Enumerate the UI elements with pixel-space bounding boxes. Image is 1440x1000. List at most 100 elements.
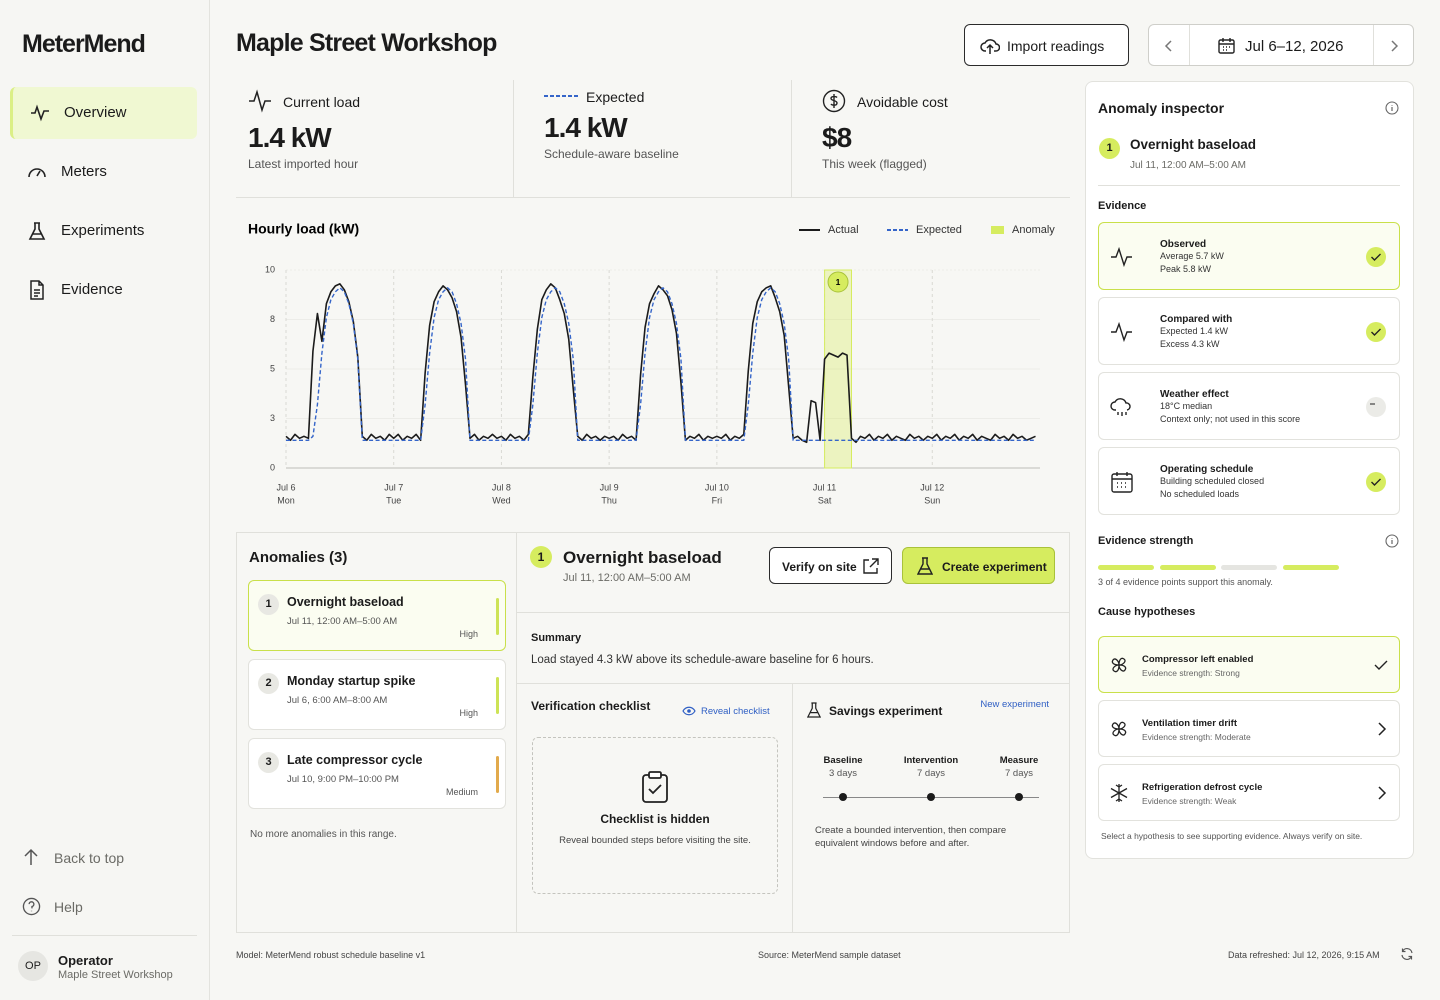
nav-item[interactable]: Meters xyxy=(10,146,197,198)
new-experiment[interactable]: New experiment xyxy=(980,699,1049,710)
anomaly-card[interactable]: 2 Monday startup spike Jul 6, 6:00 AM–8:00… xyxy=(248,659,506,730)
checklist-placeholder: Checklist is hidden Reveal bounded steps… xyxy=(532,737,778,894)
legend-label: Expected xyxy=(916,224,962,236)
next-button[interactable] xyxy=(1389,39,1399,53)
evidence-card[interactable]: Operating schedule Building scheduled clo… xyxy=(1098,447,1400,515)
kpi-note: This week (flagged) xyxy=(822,157,927,171)
x-tick-day: Mon xyxy=(277,495,295,505)
create-experiment-button[interactable]: Create experiment xyxy=(902,547,1055,584)
nav-item[interactable]: Overview xyxy=(10,87,197,139)
x-tick-label: Jul 11 xyxy=(813,482,836,492)
anomaly-severity: High xyxy=(459,708,478,718)
icon xyxy=(822,89,846,113)
evidence-line: Average 5.7 kW xyxy=(1160,251,1224,261)
icon xyxy=(544,95,578,97)
phase-length: 7 days xyxy=(917,768,945,779)
avatar: OP xyxy=(18,951,48,981)
anomaly-card[interactable]: 3 Late compressor cycle Jul 10, 9:00 PM–10… xyxy=(248,738,506,809)
help[interactable]: Help xyxy=(54,899,83,915)
x-tick-label: Jul 12 xyxy=(920,482,944,492)
x-tick-label: Jul 6 xyxy=(276,482,295,492)
anomaly-time: Jul 10, 9:00 PM–10:00 PM xyxy=(287,774,399,785)
series-line xyxy=(285,283,1036,444)
evidence-line: Peak 5.8 kW xyxy=(1160,263,1212,274)
evidence-card[interactable]: Compared with Expected 1.4 kW Excess 4.3 k… xyxy=(1098,297,1400,365)
anomaly-name: Late compressor cycle xyxy=(287,753,423,767)
info-icon[interactable] xyxy=(1385,101,1399,115)
anomaly-card[interactable]: 1 Overnight baseload Jul 11, 12:00 AM–5:00… xyxy=(248,580,506,651)
user-name: Operator xyxy=(58,953,113,968)
evidence-title: Observed xyxy=(1160,239,1207,250)
divider xyxy=(517,612,1069,613)
phase-dot xyxy=(839,793,847,801)
detail-time: Jul 11, 12:00 AM–5:00 AM xyxy=(563,572,691,584)
evidence-line: Building scheduled closed xyxy=(1160,476,1265,486)
footer-model: Model: MeterMend robust schedule baselin… xyxy=(236,950,426,960)
x-tick-day: Fri xyxy=(712,495,723,505)
summary-text: Load stayed 4.3 kW above its schedule-aw… xyxy=(531,654,874,666)
anomaly-name: Monday startup spike xyxy=(287,674,416,688)
x-tick-day: Thu xyxy=(601,495,617,505)
icon xyxy=(1111,472,1133,493)
nav-item[interactable]: Evidence xyxy=(10,264,197,316)
x-tick-label: Jul 8 xyxy=(492,482,511,492)
divider xyxy=(792,684,793,932)
info-icon[interactable] xyxy=(1385,534,1399,548)
nav-label: Experiments xyxy=(61,222,145,239)
back-to-top[interactable]: Back to top xyxy=(54,850,125,866)
icon xyxy=(30,280,44,300)
experiment-title: Savings experiment xyxy=(829,704,943,718)
chart: Hourly load (kW) 0 3 5 8 10 Jul 6 Mon Jul 7 Tue J… xyxy=(248,221,1055,506)
hypothesis-card[interactable]: Ventilation timer drift Evidence strength… xyxy=(1098,700,1400,757)
hypothesis-card[interactable]: Refrigeration defrost cycle Evidence stre… xyxy=(1098,764,1400,821)
evidence-line: No scheduled loads xyxy=(1160,488,1240,499)
divider xyxy=(1373,25,1374,65)
evidence-title: Operating schedule xyxy=(1160,464,1254,475)
anomaly-severity: High xyxy=(459,629,478,639)
icon xyxy=(1110,398,1131,416)
divider xyxy=(12,935,197,936)
divider xyxy=(1098,185,1400,186)
icon xyxy=(980,39,1000,54)
y-tick-label: 0 xyxy=(270,462,275,472)
hypothesis-card[interactable]: Compressor left enabled Evidence strength… xyxy=(1098,636,1400,693)
section-title: Evidence xyxy=(1098,200,1147,212)
inspector-time: Jul 11, 12:00 AM–5:00 AM xyxy=(1130,160,1247,171)
hypothesis-name: Ventilation timer drift xyxy=(1142,718,1238,729)
phase-length: 7 days xyxy=(1005,768,1033,779)
evidence-card[interactable]: Weather effect 18°C median Context only; n… xyxy=(1098,372,1400,440)
divider xyxy=(517,683,1069,684)
anomaly-number: 1 xyxy=(1099,138,1120,159)
icon xyxy=(807,702,821,718)
icon xyxy=(682,706,696,716)
severity-bar xyxy=(496,756,499,793)
icon xyxy=(28,222,46,240)
icon xyxy=(1111,321,1132,343)
hypothesis-name: Refrigeration defrost cycle xyxy=(1142,782,1263,793)
user-site: Maple Street Workshop xyxy=(58,969,173,981)
kpi-value: 1.4 kW xyxy=(544,112,628,143)
anomaly-name: Overnight baseload xyxy=(287,595,404,609)
icon xyxy=(249,89,271,113)
verify-button[interactable]: Verify on site xyxy=(769,547,892,584)
x-tick-day: Tue xyxy=(386,495,401,505)
divider xyxy=(513,80,514,197)
y-tick-label: 10 xyxy=(265,264,275,274)
refresh-icon[interactable] xyxy=(1400,947,1414,961)
import-button[interactable]: Import readings xyxy=(964,24,1129,66)
anomaly-time: Jul 11, 12:00 AM–5:00 AM xyxy=(287,616,398,627)
anomaly-section xyxy=(236,532,1070,933)
footer-source: Source: MeterMend sample dataset xyxy=(758,950,901,960)
x-tick-day: Wed xyxy=(492,495,510,505)
reveal-checklist[interactable]: Reveal checklist xyxy=(701,706,770,717)
anomalies-title: Anomalies (3) xyxy=(249,549,348,566)
x-tick-label: Jul 10 xyxy=(705,482,729,492)
anomaly-number: 3 xyxy=(258,752,279,773)
nav-item[interactable]: Experiments xyxy=(10,205,197,257)
divider xyxy=(1189,25,1190,65)
anomaly-marker-label: 1 xyxy=(836,277,841,287)
hypothesis-name: Compressor left enabled xyxy=(1142,654,1254,665)
evidence-card[interactable]: Observed Average 5.7 kW Peak 5.8 kW xyxy=(1098,222,1400,290)
prev-button[interactable] xyxy=(1164,39,1174,53)
anomaly-number: 2 xyxy=(258,673,279,694)
